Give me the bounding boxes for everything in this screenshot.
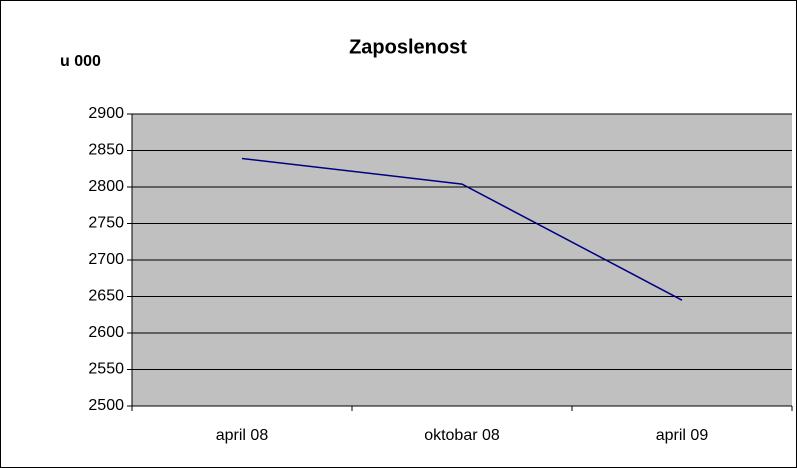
y-tick-label: 2800 <box>88 178 124 195</box>
y-tick-label: 2600 <box>88 324 124 341</box>
y-tick-label: 2850 <box>88 142 124 159</box>
x-tick-label: oktobar 08 <box>424 427 500 444</box>
y-tick-label: 2700 <box>88 251 124 268</box>
y-tick-label: 2550 <box>88 361 124 378</box>
data-line <box>241 157 683 301</box>
y-tick-label: 2650 <box>88 288 124 305</box>
x-tick-label: april 09 <box>656 427 709 444</box>
x-tick-label: april 08 <box>216 427 269 444</box>
y-axis-label: u 000 <box>60 53 101 70</box>
y-tick-label: 2500 <box>88 397 124 414</box>
y-tick-label: 2900 <box>88 105 124 122</box>
y-tick-label: 2750 <box>88 215 124 232</box>
chart-title: Zaposlenost <box>349 36 467 58</box>
